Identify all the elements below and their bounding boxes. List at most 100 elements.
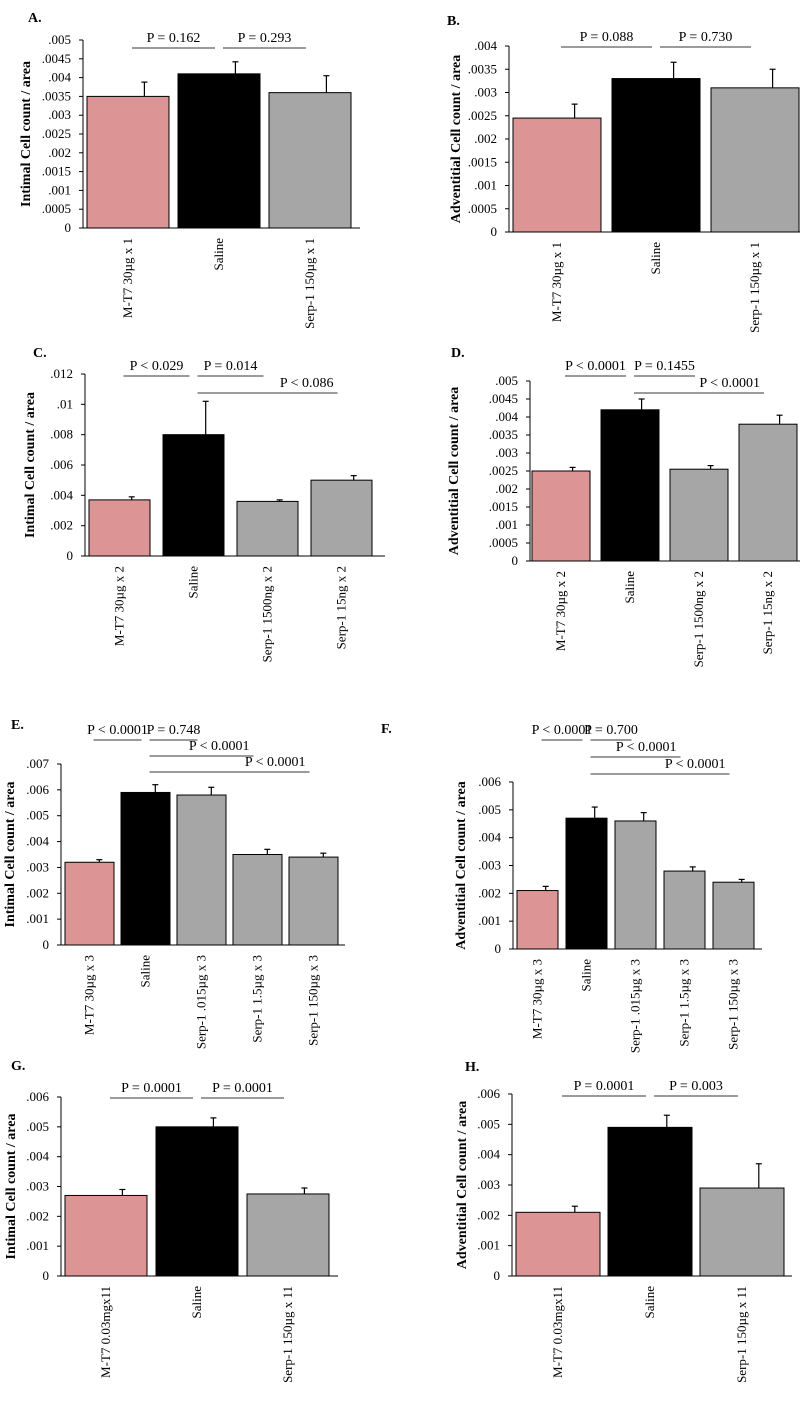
y-tick-label: .0045	[42, 51, 71, 66]
chart-panel-1: A. Intimal Cell count / area 0 .0005 .001 .00…	[19, 11, 360, 329]
y-tick-label: 0	[43, 1268, 50, 1283]
y-axis-label: Intimal Cell count / area	[19, 61, 34, 207]
y-axis-label: Adventitial Cell count / area	[454, 781, 469, 950]
category-label: Serp-1 150µg x 1	[302, 238, 317, 329]
y-tick-label: .002	[48, 145, 71, 160]
bar	[88, 499, 151, 557]
y-tick-label: .0045	[489, 391, 518, 406]
y-tick-label: .001	[48, 182, 71, 197]
y-tick-label: 0	[491, 224, 498, 239]
y-tick-label: .0005	[468, 201, 497, 216]
y-tick-label: .005	[495, 373, 518, 388]
y-tick-label: .007	[26, 756, 49, 771]
category-label: Saline	[579, 959, 594, 992]
y-tick-label: .004	[478, 830, 501, 845]
panel-label: D.	[451, 346, 465, 361]
y-tick-label: .002	[477, 1207, 500, 1222]
p-value-label: P = 0.0001	[212, 1081, 273, 1096]
y-tick-label: .001	[26, 1238, 49, 1253]
panel-label: H.	[465, 1060, 479, 1075]
chart-panel-5: E. Intimal Cell count / area 0 .001 .002 .003…	[3, 718, 345, 1049]
chart-panel-7: G. Intimal Cell count / area 0 .001 .002 .003…	[4, 1059, 338, 1383]
bar	[176, 794, 227, 946]
y-tick-label: .006	[26, 782, 49, 797]
y-tick-label: .004	[48, 70, 71, 85]
bar	[155, 1126, 239, 1277]
p-value-label: P = 0.730	[679, 30, 733, 45]
bar	[246, 1193, 330, 1277]
y-tick-label: .004	[50, 487, 73, 502]
y-tick-label: .01	[57, 396, 73, 411]
bar	[516, 890, 559, 950]
y-tick-label: .002	[495, 481, 518, 496]
y-tick-label: .005	[478, 802, 501, 817]
bar	[669, 468, 729, 562]
y-tick-label: .001	[26, 911, 49, 926]
y-tick-label: .0035	[489, 427, 518, 442]
category-label: Serp-1 .015µg x 3	[194, 955, 209, 1049]
bar	[177, 73, 261, 229]
y-tick-label: .001	[477, 1238, 500, 1253]
category-label: Saline	[642, 1286, 657, 1319]
p-value-label: P = 0.088	[580, 30, 634, 45]
category-label: Serp-1 150µg x 1	[747, 242, 762, 333]
bar	[120, 791, 171, 946]
p-value-label: P < 0.0001	[532, 723, 593, 738]
bar	[600, 409, 660, 562]
y-tick-label: .003	[26, 859, 49, 874]
p-value-label: P < 0.0001	[699, 376, 760, 391]
panel-label: F.	[381, 722, 392, 737]
chart-panel-8: H. Adventitial Cell count / area 0 .001 .002…	[455, 1060, 792, 1383]
chart-panel-4: D. Adventitial Cell count / area 0 .0005 .00…	[447, 346, 800, 667]
category-label: M-T7 30µg x 3	[82, 955, 97, 1035]
y-tick-label: 0	[512, 553, 519, 568]
category-label: M-T7 30µg x 1	[549, 242, 564, 322]
panel-label: A.	[28, 11, 42, 26]
y-tick-label: .006	[478, 774, 501, 789]
bar	[86, 95, 170, 229]
category-label: Saline	[211, 238, 226, 271]
y-tick-label: .0025	[468, 108, 497, 123]
category-label: Serp-1 150µg x 3	[306, 955, 321, 1046]
category-label: Serp-1 1500ng x 2	[260, 566, 275, 662]
bar	[512, 117, 602, 233]
category-label: Saline	[189, 1286, 204, 1319]
panel-label: G.	[11, 1059, 25, 1074]
category-label: M-T7 30µg x 1	[120, 238, 135, 318]
category-label: M-T7 30µg x 2	[112, 566, 127, 646]
y-axis-label: Adventitial Cell count / area	[447, 387, 462, 556]
category-label: Serp-1 150µg x 11	[734, 1286, 749, 1383]
category-label: M-T7 30µg x 3	[530, 959, 545, 1039]
p-value-label: P < 0.0001	[87, 723, 148, 738]
category-label: M-T7 30µg x 2	[553, 571, 568, 651]
category-label: Serp-1 15ng x 2	[760, 571, 775, 654]
category-label: Serp-1 150µg x 11	[280, 1286, 295, 1383]
y-tick-label: .005	[26, 808, 49, 823]
p-value-label: P = 0.0001	[121, 1081, 182, 1096]
y-tick-label: .0005	[489, 535, 518, 550]
y-tick-label: .0025	[42, 126, 71, 141]
y-tick-label: 0	[494, 1268, 501, 1283]
y-tick-label: .004	[477, 1147, 500, 1162]
p-value-label: P = 0.0001	[574, 1079, 635, 1094]
y-tick-label: .008	[50, 427, 73, 442]
p-value-label: P < 0.029	[130, 359, 184, 374]
y-tick-label: .0035	[42, 88, 71, 103]
bar	[699, 1187, 785, 1277]
category-label: Saline	[186, 566, 201, 599]
y-tick-label: .001	[478, 913, 501, 928]
p-value-label: P = 0.293	[238, 31, 292, 46]
y-tick-label: .003	[26, 1179, 49, 1194]
p-value-label: P < 0.0001	[189, 739, 250, 754]
y-tick-label: .003	[478, 858, 501, 873]
chart-panel-2: B. Adventitial Cell count / area 0 .0005 .00…	[447, 14, 800, 333]
y-tick-label: .006	[26, 1089, 49, 1104]
y-tick-label: .0015	[489, 499, 518, 514]
category-label: M-T7 0.03mgx11	[550, 1286, 565, 1378]
chart-panel-6: F. Adventitial Cell count / area 0 .001 .002…	[381, 722, 762, 1053]
bar	[565, 817, 608, 950]
bar	[712, 881, 755, 950]
bar	[236, 500, 299, 557]
y-axis-label: Intimal Cell count / area	[3, 782, 18, 928]
bar	[531, 470, 591, 562]
